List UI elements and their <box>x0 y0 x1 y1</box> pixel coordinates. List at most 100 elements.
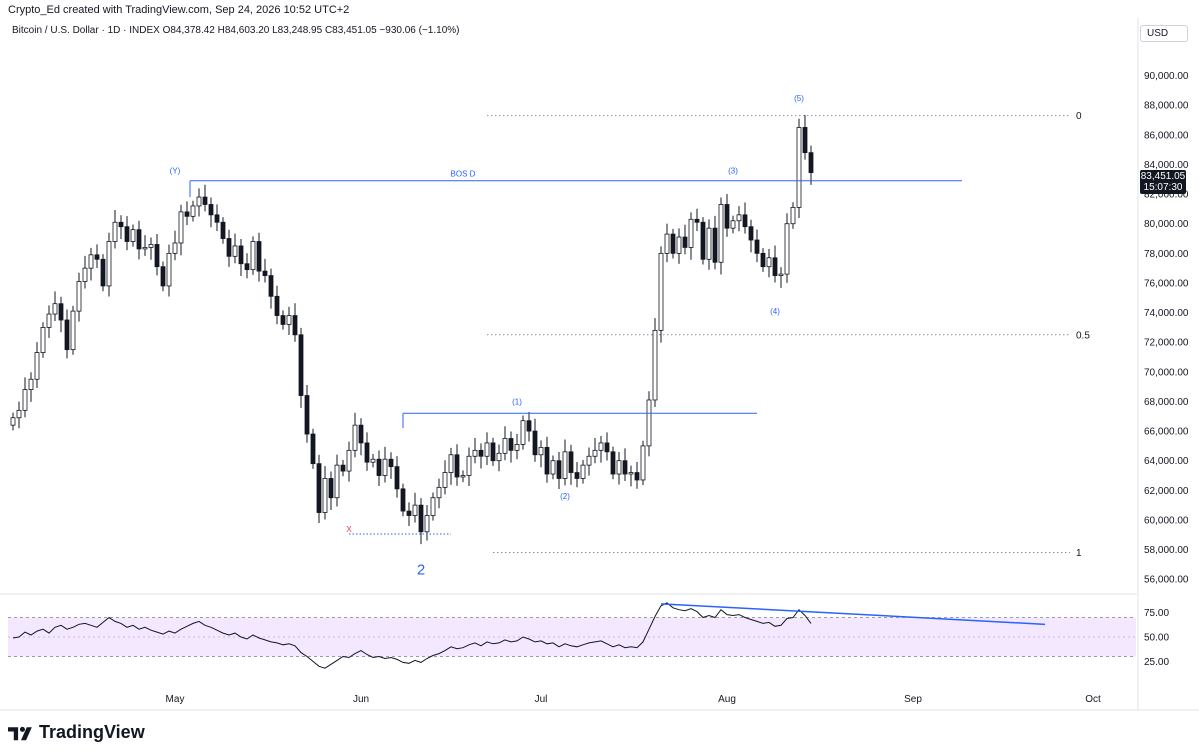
candle-down <box>262 270 268 276</box>
candle-up <box>646 399 652 447</box>
candle-down <box>634 472 640 481</box>
candle-up <box>424 515 430 533</box>
candle-up <box>664 233 670 254</box>
currency-button[interactable]: USD <box>1140 25 1188 42</box>
candle-up <box>562 451 568 479</box>
candle-up <box>148 244 154 248</box>
candle-up <box>190 205 196 217</box>
candle-down <box>556 460 562 479</box>
price-tick-label: 90,000.00 <box>1144 71 1189 82</box>
candle-up <box>286 315 292 325</box>
candle-down <box>214 214 220 223</box>
candle-down <box>118 221 124 228</box>
candle-down <box>670 233 676 254</box>
candle-up <box>520 420 526 445</box>
candle-up <box>34 352 40 380</box>
last-price-tag: 83,451.05 15:07:30 <box>1140 170 1186 194</box>
brand-name: TradingView <box>39 722 145 742</box>
candle-down <box>304 395 310 435</box>
candle-up <box>550 460 556 475</box>
price-tick-label: 66,000.00 <box>1144 427 1189 438</box>
last-price-value: 83,451.05 <box>1140 171 1186 182</box>
price-tick-label: 60,000.00 <box>1144 515 1189 526</box>
candle-up <box>16 409 22 419</box>
candle-up <box>784 223 790 275</box>
price-tick-label: 86,000.00 <box>1144 130 1189 141</box>
candle-up <box>232 245 238 257</box>
time-tick-label: Sep <box>904 694 922 705</box>
candle-down <box>604 442 610 453</box>
chart-credit: Crypto_Ed created with TradingView.com, … <box>8 4 350 16</box>
candle-down <box>220 221 226 239</box>
candle-down <box>682 236 688 248</box>
candle-down <box>226 238 232 257</box>
wave-label: X <box>346 525 352 534</box>
candle-down <box>238 245 244 265</box>
candle-up <box>322 478 328 513</box>
candle-down <box>310 433 316 465</box>
countdown-timer: 15:07:30 <box>1143 182 1183 193</box>
candle-up <box>538 446 544 456</box>
candle-up <box>466 455 472 476</box>
candle-down <box>772 257 778 276</box>
price-tick-label: 72,000.00 <box>1144 338 1189 349</box>
candle-down <box>700 221 706 260</box>
price-tick-label: 82,000.00 <box>1144 190 1189 201</box>
price-tick-label: 68,000.00 <box>1144 397 1189 408</box>
price-tick-label: 80,000.00 <box>1144 219 1189 230</box>
candle-down <box>808 152 814 174</box>
candle-down <box>490 442 496 462</box>
time-tick-label: Oct <box>1085 694 1101 705</box>
candle-up <box>82 267 88 282</box>
candle-up <box>580 464 586 479</box>
candle-up <box>790 207 796 225</box>
candle-down <box>316 463 322 513</box>
candle-up <box>250 241 256 271</box>
candle-down <box>160 266 166 287</box>
candle-up <box>22 389 28 411</box>
price-tick-label: 78,000.00 <box>1144 249 1189 260</box>
candle-down <box>760 252 766 268</box>
candle-down <box>136 229 142 250</box>
time-tick-label: Aug <box>718 694 736 705</box>
candle-up <box>592 449 598 457</box>
candle-down <box>400 488 406 512</box>
candle-down <box>208 204 214 216</box>
time-tick-label: May <box>166 694 185 705</box>
rsi-band <box>8 617 1136 657</box>
candle-up <box>46 313 52 328</box>
wave-label: BOS D <box>451 169 476 178</box>
fib-level-label: 0 <box>1076 111 1082 122</box>
rsi-tick-label: 50.00 <box>1144 633 1169 644</box>
candle-down <box>244 263 250 271</box>
candle-up <box>496 452 502 462</box>
candle-up <box>28 378 34 391</box>
candle-down <box>388 458 394 468</box>
candle-down <box>340 464 346 472</box>
candle-down <box>100 258 106 287</box>
candle-down <box>394 466 400 490</box>
price-tick-label: 64,000.00 <box>1144 456 1189 467</box>
fib-level-label: 0.5 <box>1076 330 1090 341</box>
candle-up <box>514 444 520 451</box>
fib-level-label: 1 <box>1076 548 1082 559</box>
candle-up <box>460 475 466 478</box>
candle-down <box>742 214 748 228</box>
tradingview-logo[interactable]: TradingView <box>8 722 145 743</box>
wave-label: 2 <box>417 562 425 579</box>
price-tick-label: 70,000.00 <box>1144 367 1189 378</box>
candle-down <box>568 451 574 473</box>
candle-up <box>178 211 184 244</box>
candle-down <box>280 315 286 325</box>
candle-up <box>334 464 340 499</box>
symbol-info: Bitcoin / U.S. Dollar · 1D · INDEX O84,3… <box>12 25 460 36</box>
rsi-divergence-trendline <box>660 603 1046 626</box>
wave-label: (3) <box>728 166 738 175</box>
candle-down <box>274 295 280 316</box>
candle-up <box>430 497 436 516</box>
candle-up <box>688 218 694 248</box>
candle-up <box>598 442 604 451</box>
candle-up <box>106 241 112 287</box>
candle-up <box>616 460 622 475</box>
